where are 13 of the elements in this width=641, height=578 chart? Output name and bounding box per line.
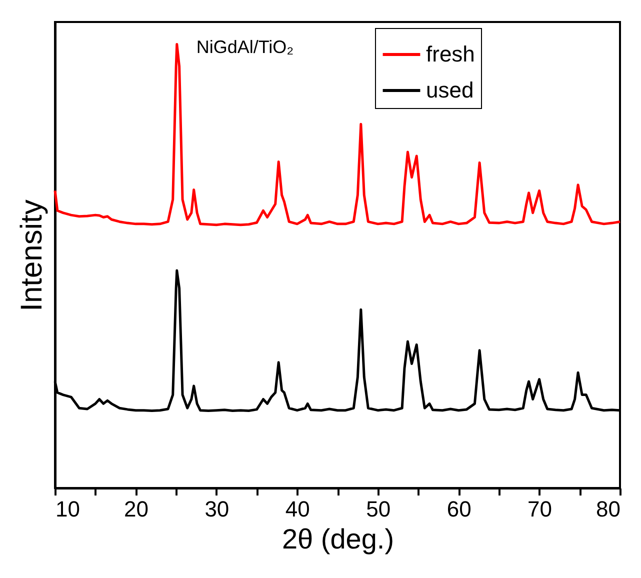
annotation: NiGdAl/TiO₂: [196, 37, 294, 57]
x-tick-label: 60: [446, 496, 472, 522]
legend-label: fresh: [426, 42, 475, 66]
y-axis-title: Intensity: [16, 200, 48, 312]
x-tick-label: 50: [366, 496, 391, 522]
x-tick-label: 10: [56, 496, 80, 522]
x-tick-label: 40: [285, 496, 310, 522]
x-axis-title: 2θ (deg.): [282, 524, 394, 554]
x-tick-label: 30: [204, 496, 230, 522]
x-tick-label: 70: [528, 496, 552, 522]
x-tick-label: 20: [124, 496, 148, 522]
x-tick-label: 80: [596, 496, 620, 522]
legend-label: used: [426, 78, 474, 102]
